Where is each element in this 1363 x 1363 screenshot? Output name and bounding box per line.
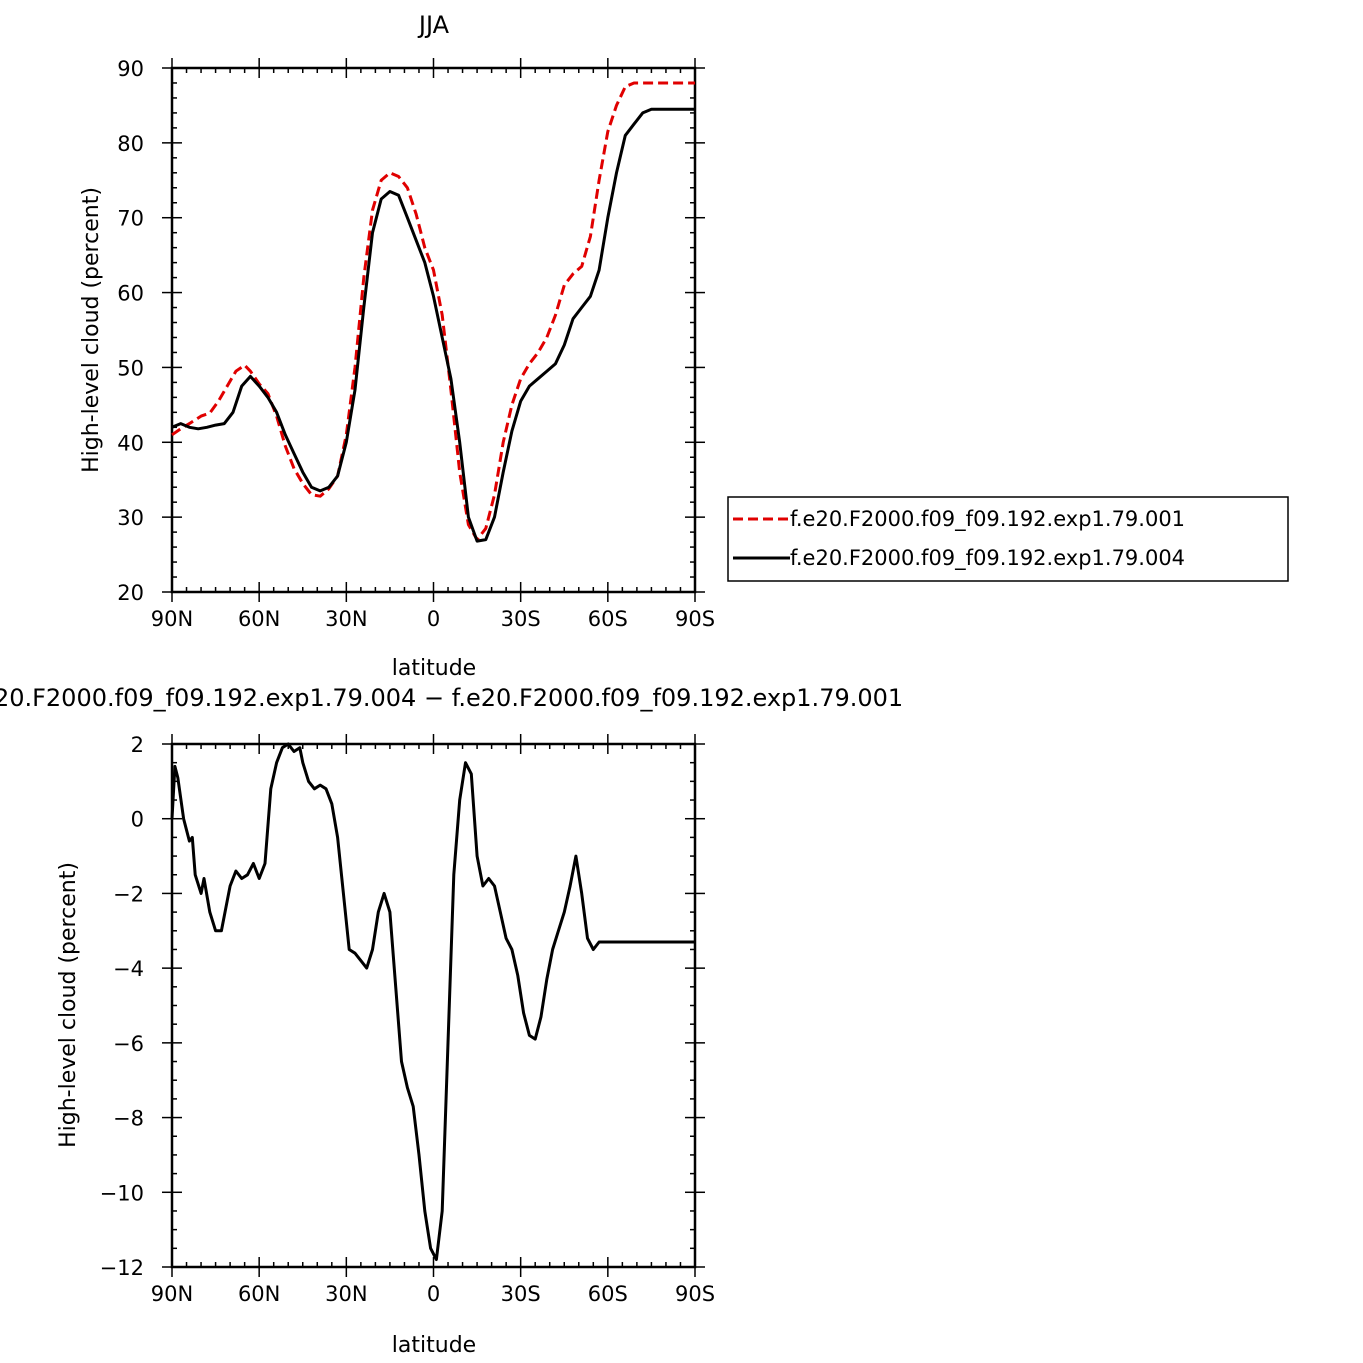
top-y-axis-label: High-level cloud (percent) (79, 187, 104, 473)
legend-label-001: f.e20.F2000.f09_f09.192.exp1.79.001 (790, 507, 1185, 532)
legend: f.e20.F2000.f09_f09.192.exp1.79.001 f.e2… (727, 496, 1289, 582)
top-y-tick-label: 70 (117, 207, 144, 231)
top-y-tick-label: 50 (117, 356, 144, 380)
top-y-tick-label: 30 (117, 506, 144, 530)
top-plot-frame (170, 66, 697, 594)
legend-label-004: f.e20.F2000.f09_f09.192.exp1.79.004 (790, 546, 1185, 571)
bottom-x-tick-label: 30N (325, 1282, 367, 1306)
top-x-axis-label: latitude (392, 656, 476, 681)
bottom-series-line-0 (170, 742, 695, 1261)
bottom-chart: 90N 60N 30N 0 30S 60S 90S −12 −10 −8 −6 −4 −2 0 2 (100, 733, 715, 1306)
top-y-tick-label: 80 (117, 132, 144, 156)
top-chart-title: JJA (417, 11, 450, 39)
top-x-tick-label: 90N (151, 607, 193, 631)
top-x-tick-label: 30N (325, 607, 367, 631)
top-x-tick-label: 60S (588, 607, 628, 631)
bottom-x-tick-label: 60N (238, 1282, 280, 1306)
bottom-x-tick-label: 0 (427, 1282, 440, 1306)
top-chart: 90N 60N 30N 0 30S 60S 90S 20 30 40 50 60 70 80 90 (117, 57, 715, 631)
bottom-y-tick-label: 0 (131, 808, 144, 832)
bottom-x-tick-label: 90S (675, 1282, 715, 1306)
top-series-line-0 (171, 81, 695, 542)
bottom-y-axis-label: High-level cloud (percent) (56, 862, 81, 1148)
legend-box (727, 496, 1289, 582)
bottom-x-tick-label: 90N (151, 1282, 193, 1306)
top-y-tick-label: 90 (117, 57, 144, 81)
bottom-y-tick-label: −2 (113, 882, 144, 906)
top-x-tick-label: 0 (427, 607, 440, 631)
bottom-plot-frame (170, 742, 697, 1269)
top-series-line-1 (171, 107, 695, 543)
bottom-chart-title: f.e20.F2000.f09_f09.192.exp1.79.004 − f.… (0, 684, 903, 712)
bottom-y-tick-label: −12 (100, 1256, 144, 1280)
bottom-x-tick-label: 30S (501, 1282, 541, 1306)
bottom-y-tick-label: 2 (131, 733, 144, 757)
bottom-x-axis-label: latitude (392, 1333, 476, 1358)
top-y-tick-label: 20 (117, 581, 144, 605)
bottom-y-tick-label: −6 (113, 1032, 144, 1056)
bottom-y-tick-label: −4 (113, 957, 144, 981)
top-x-tick-label: 30S (501, 607, 541, 631)
bottom-x-tick-label: 60S (588, 1282, 628, 1306)
top-x-tick-label: 90S (675, 607, 715, 631)
bottom-y-tick-label: −10 (100, 1181, 144, 1205)
top-y-tick-label: 60 (117, 282, 144, 306)
bottom-y-tick-label: −8 (113, 1107, 144, 1131)
top-y-tick-label: 40 (117, 431, 144, 455)
top-x-tick-label: 60N (238, 607, 280, 631)
